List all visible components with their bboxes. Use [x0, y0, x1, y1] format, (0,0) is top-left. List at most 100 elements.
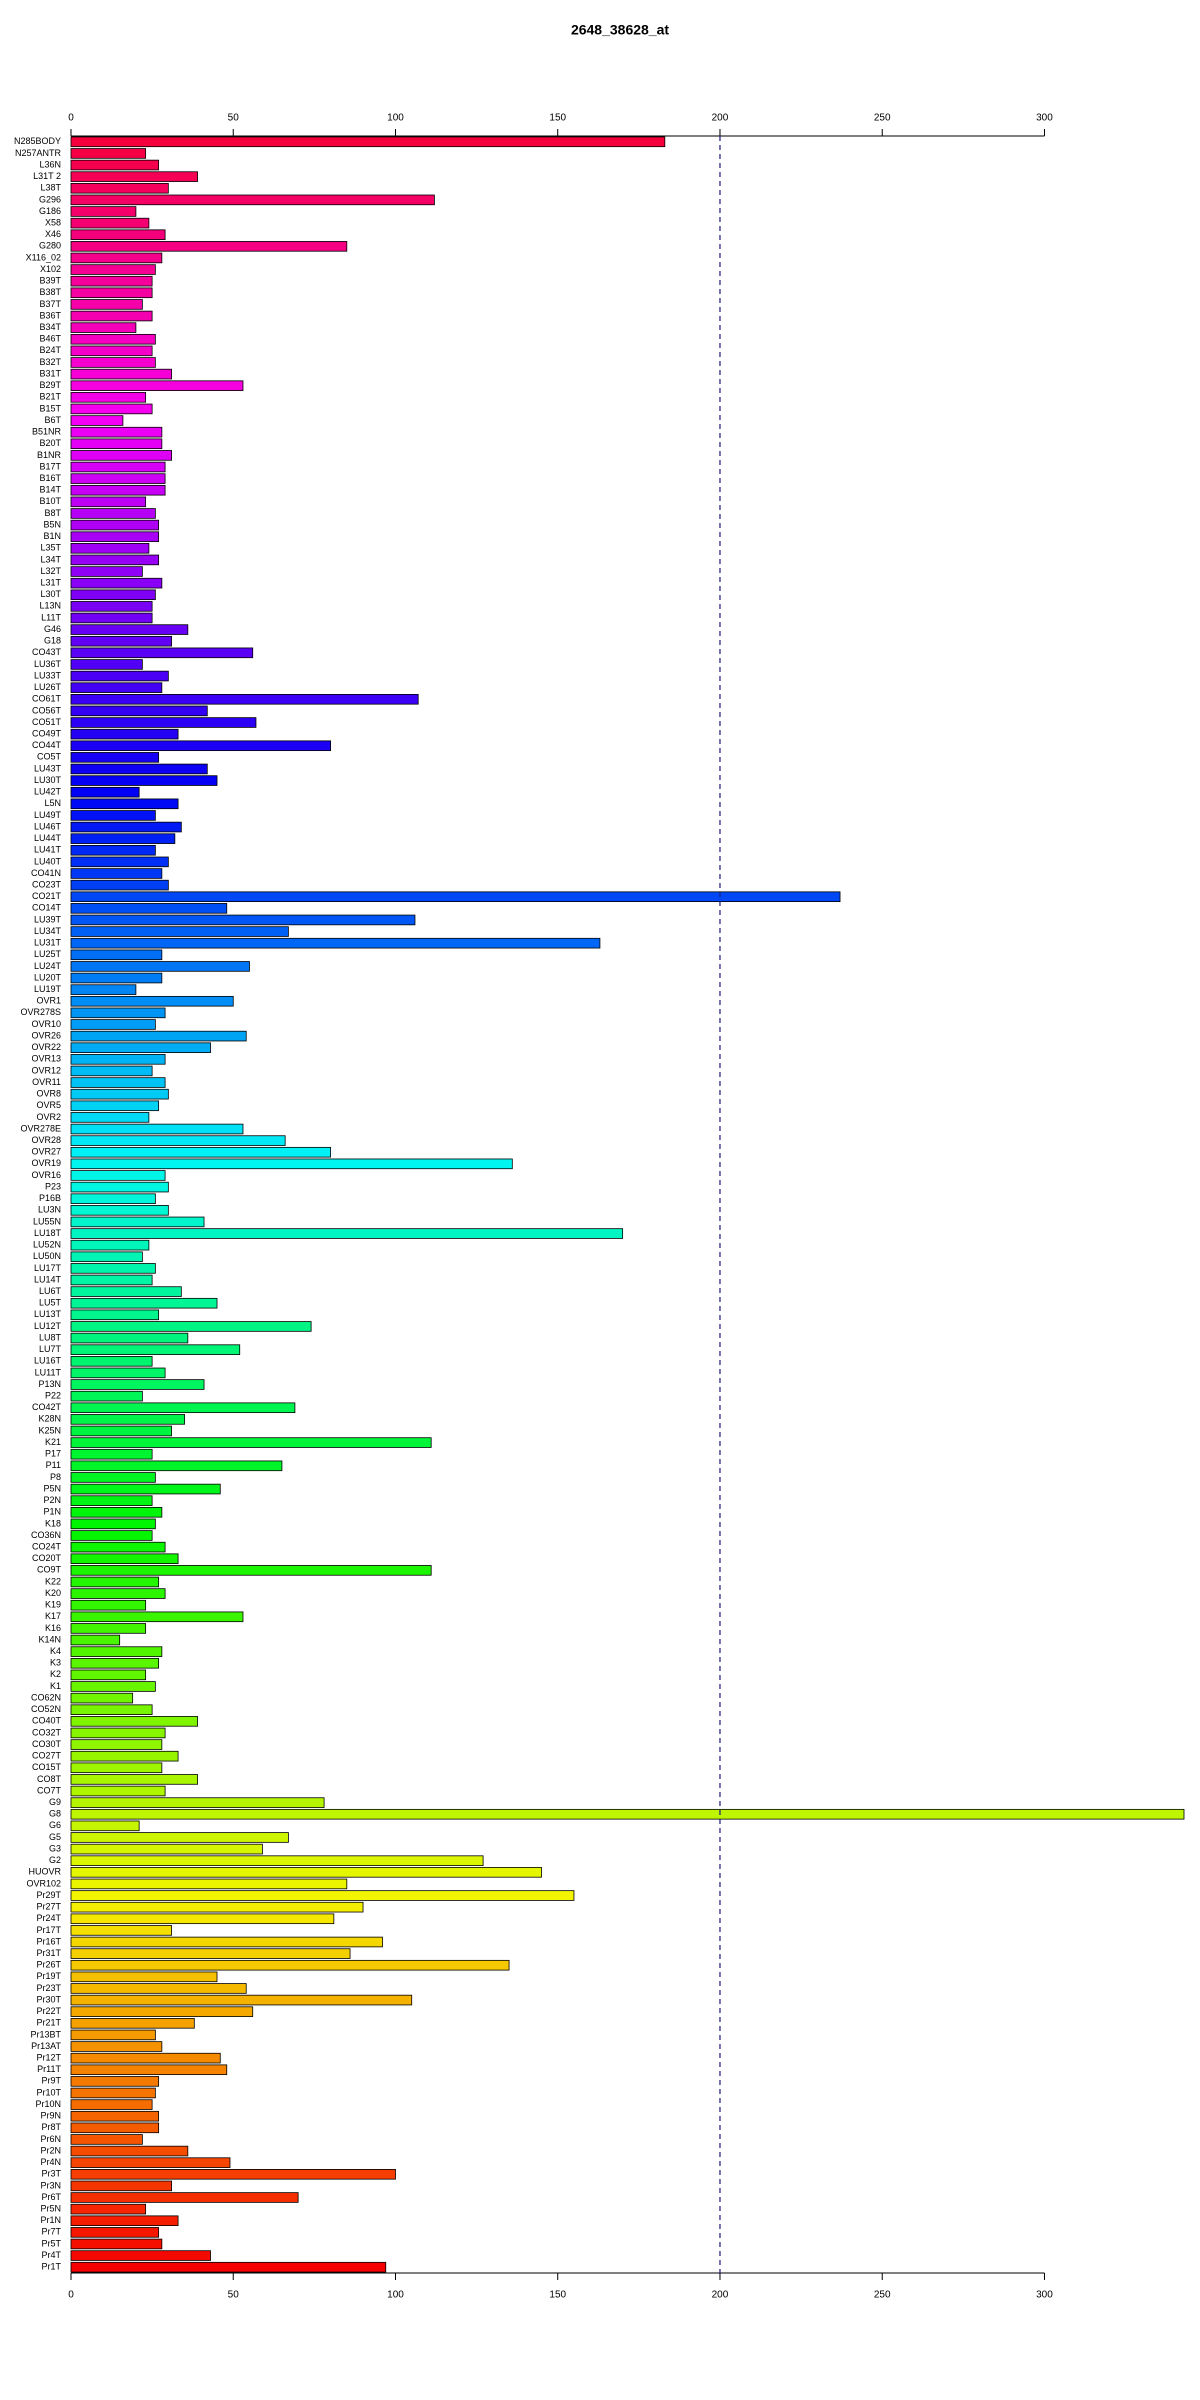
bar	[70, 949, 163, 961]
y-tick-label: LU17T	[34, 1263, 62, 1273]
y-tick-label: K19	[45, 1600, 61, 1610]
bar	[70, 554, 160, 566]
y-tick-label: OVR2	[36, 1112, 61, 1122]
x-tick-label: 300	[1036, 2290, 1053, 2301]
bar	[70, 856, 169, 868]
y-tick-label: LU49T	[34, 810, 62, 820]
y-tick-label: Pr13AT	[31, 2041, 61, 2051]
bar	[70, 659, 143, 670]
bar	[70, 206, 137, 217]
x-tick-label: 300	[1036, 113, 1053, 124]
x-tick-label: 250	[874, 113, 891, 124]
y-tick-label: OVR27	[31, 1147, 61, 1157]
bar	[70, 1135, 286, 1146]
y-tick-label: CO21T	[32, 891, 62, 901]
y-tick-label: CO40T	[32, 1716, 62, 1726]
bar	[70, 299, 143, 310]
y-tick-label: OVR13	[31, 1054, 61, 1064]
y-tick-label: Pr6N	[40, 2134, 61, 2144]
bar	[70, 1460, 283, 1472]
y-tick-label: B24T	[39, 345, 61, 355]
bar	[70, 194, 435, 206]
bar	[70, 775, 218, 786]
y-tick-label: G46	[44, 624, 61, 634]
y-tick-label: K21	[45, 1437, 61, 1447]
bar	[70, 2180, 172, 2192]
bar	[70, 879, 169, 891]
bar	[70, 1437, 432, 1448]
bar	[70, 531, 160, 542]
bar	[70, 903, 228, 914]
y-tick-label: LU30T	[34, 775, 62, 785]
bar	[70, 2110, 160, 2122]
bar	[70, 1297, 218, 1309]
bar	[70, 2122, 160, 2134]
y-tick-label: P8	[50, 1472, 61, 1482]
bar	[70, 589, 156, 601]
bar	[70, 891, 841, 903]
bar	[70, 1390, 143, 1402]
bar	[70, 1750, 179, 1762]
y-tick-label: B37T	[39, 299, 61, 309]
y-tick-label: LU14T	[34, 1274, 62, 1284]
bar	[70, 914, 416, 926]
x-tick-label: 100	[387, 2290, 404, 2301]
y-tick-label: OVR11	[32, 1077, 61, 1087]
y-tick-label: L36N	[39, 159, 61, 169]
y-tick-label: Pr11T	[37, 2064, 61, 2074]
y-tick-label: L35T	[40, 543, 61, 553]
bar	[70, 1692, 134, 1704]
bar	[70, 728, 179, 740]
y-tick-label: CO32T	[32, 1727, 62, 1737]
y-tick-label: LU34T	[34, 926, 62, 936]
y-tick-label: K22	[45, 1576, 61, 1586]
bar	[70, 1878, 348, 1890]
y-tick-label: Pr19T	[36, 1971, 61, 1981]
y-tick-label: LU31T	[34, 938, 62, 948]
y-tick-label: LU52N	[33, 1240, 61, 1250]
y-tick-label: K14N	[38, 1634, 61, 1644]
bar	[70, 1054, 166, 1065]
bar	[70, 1553, 179, 1565]
bar	[70, 1971, 218, 1983]
bar	[70, 2250, 211, 2261]
bar	[70, 682, 163, 693]
bar	[70, 752, 160, 763]
y-tick-label: G8	[49, 1809, 61, 1819]
bar	[70, 333, 156, 345]
bar	[70, 1123, 244, 1135]
x-tick-label: 250	[874, 2290, 891, 2301]
x-tick-label: 50	[228, 2290, 240, 2301]
y-tick-label: B10T	[39, 496, 61, 506]
bar	[70, 2192, 299, 2203]
y-tick-label: B1N	[43, 531, 61, 541]
y-tick-label: L13N	[39, 601, 61, 611]
y-tick-label: P17	[45, 1449, 61, 1459]
bar	[70, 1506, 163, 1518]
y-tick-label: CO15T	[32, 1762, 62, 1772]
y-tick-label: Pr1T	[41, 2262, 61, 2272]
bar	[70, 1181, 169, 1193]
y-tick-label: B29T	[39, 380, 61, 390]
x-tick-label: 150	[549, 2290, 566, 2301]
bar	[70, 1634, 121, 1646]
bar	[70, 1205, 169, 1216]
y-tick-label: CO42T	[32, 1402, 62, 1412]
bar	[70, 1251, 143, 1263]
bar	[70, 763, 208, 775]
y-tick-label: B32T	[39, 357, 61, 367]
bar	[70, 1274, 153, 1286]
y-tick-label: Pr4T	[41, 2250, 61, 2260]
bar	[70, 1472, 156, 1483]
bar	[70, 972, 163, 984]
bar	[70, 1379, 205, 1390]
x-tick-label: 200	[712, 113, 729, 124]
x-tick-label: 0	[68, 113, 74, 124]
y-tick-label: Pr6T	[41, 2192, 61, 2202]
bar	[70, 1855, 484, 1866]
y-tick-label: B1NR	[37, 450, 62, 460]
bar	[70, 1065, 153, 1077]
y-tick-label: Pr16T	[36, 1936, 61, 1946]
y-tick-label: X46	[45, 229, 61, 239]
y-tick-label: Pr13BT	[30, 2029, 61, 2039]
